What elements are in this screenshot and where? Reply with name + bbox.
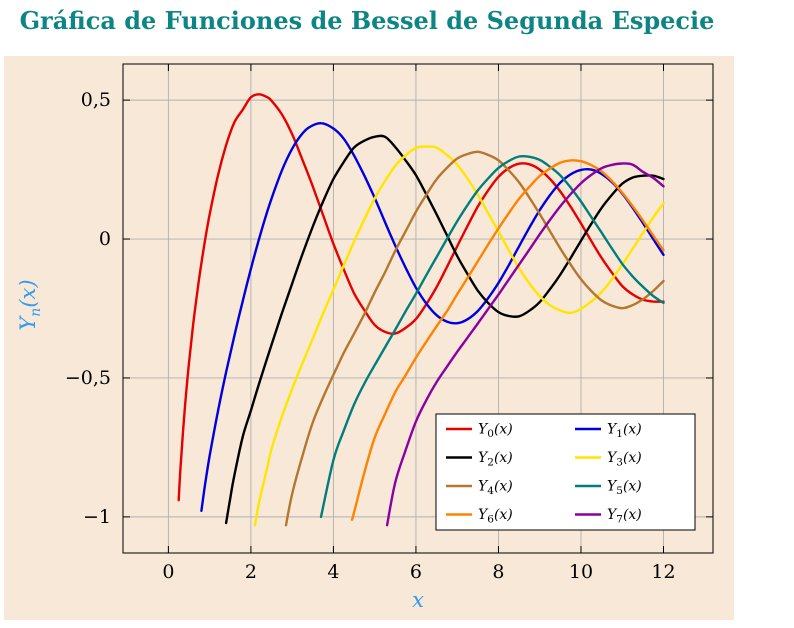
legend-label: Y3(x) <box>607 450 642 469</box>
y-tick-label: 0,5 <box>81 89 111 111</box>
legend-label: Y1(x) <box>607 422 642 441</box>
series-path-Y1 <box>200 121 665 512</box>
x-tick-label: 10 <box>569 561 593 583</box>
legend-label: Y7(x) <box>607 507 642 526</box>
x-axis-label: x <box>412 588 424 612</box>
legend-item: Y4(x) <box>446 479 513 498</box>
y-tick-label: 0 <box>99 228 111 250</box>
series-path-Y3 <box>253 145 665 527</box>
x-tick-label: 8 <box>492 561 504 583</box>
x-tick-label: 12 <box>651 561 675 583</box>
y-tick-label: −1 <box>83 506 111 528</box>
x-tick-label: 0 <box>162 561 174 583</box>
plot-border <box>122 63 714 554</box>
x-tick-label: 6 <box>410 561 422 583</box>
x-tick-label: 2 <box>245 561 257 583</box>
series-path-Y4 <box>284 150 665 527</box>
legend-label: Y4(x) <box>478 479 513 498</box>
legend-label: Y0(x) <box>478 422 513 441</box>
legend-item: Y7(x) <box>575 507 642 526</box>
y-axis-label-base: Y <box>15 316 40 331</box>
legend-item: Y2(x) <box>446 450 513 469</box>
series-path-Y0 <box>177 93 665 502</box>
legend-label: Y2(x) <box>478 450 513 469</box>
x-axis-label-text: x <box>412 588 424 612</box>
series-path-Y5 <box>319 154 665 519</box>
legend-item: Y6(x) <box>446 507 513 526</box>
legend-item: Y5(x) <box>575 479 642 498</box>
y-tick-label: −0,5 <box>65 367 111 389</box>
x-tick-label: 4 <box>327 561 339 583</box>
y-axis-label-rest: (x) <box>15 279 40 308</box>
series-group <box>177 93 665 527</box>
series-path-Y6 <box>350 159 665 521</box>
series-path-Y7 <box>385 162 665 527</box>
legend-item: Y0(x) <box>446 422 513 441</box>
chart-title: Gráfica de Funciones de Bessel de Segund… <box>19 6 715 35</box>
y-axis-label: Yn(x) <box>16 279 44 330</box>
legend-label: Y5(x) <box>607 479 642 498</box>
legend-box <box>435 413 696 531</box>
series-path-Y2 <box>224 134 665 525</box>
legend-item: Y1(x) <box>575 422 642 441</box>
legend-item: Y3(x) <box>575 450 642 469</box>
legend-label: Y6(x) <box>478 507 513 526</box>
y-axis-label-sub: n <box>28 307 45 317</box>
